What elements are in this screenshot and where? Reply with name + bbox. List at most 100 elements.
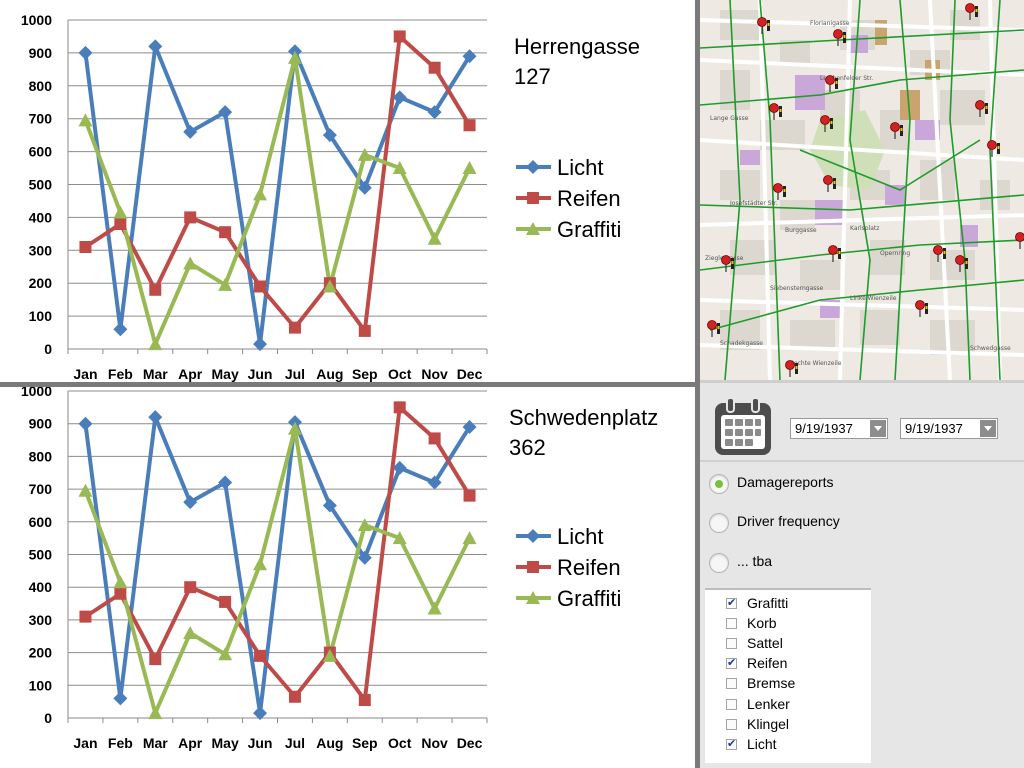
data-point-licht xyxy=(322,128,337,143)
data-point-reifen xyxy=(219,226,232,239)
map-pin-icon[interactable] xyxy=(1015,232,1024,250)
date-to-picker[interactable]: 9/19/1937 xyxy=(900,418,998,439)
calendar-icon[interactable] xyxy=(712,395,774,457)
data-point-licht xyxy=(113,691,128,706)
data-point-licht xyxy=(78,45,93,60)
check-item-licht[interactable]: Licht xyxy=(705,734,871,754)
data-point-licht xyxy=(183,495,198,510)
map-cycle-route xyxy=(799,139,981,191)
map-pin-icon[interactable] xyxy=(833,29,847,47)
data-point-graffiti xyxy=(427,601,442,615)
map-pin-icon[interactable] xyxy=(933,245,947,263)
checkbox[interactable] xyxy=(726,618,737,629)
radio-button[interactable] xyxy=(709,474,729,494)
chevron-down-icon[interactable] xyxy=(870,420,886,437)
y-tick-label: 700 xyxy=(29,111,53,127)
date-from-picker[interactable]: 9/19/1937 xyxy=(790,418,888,439)
map-pin-icon[interactable] xyxy=(707,320,721,338)
legend-label: Reifen xyxy=(557,186,621,211)
y-tick-label: 0 xyxy=(44,710,52,726)
map-cycle-route xyxy=(709,279,1024,331)
map-building-block xyxy=(780,40,810,65)
radio-damagereports[interactable]: Damagereports xyxy=(700,466,1024,504)
check-item-grafitti[interactable]: Grafitti xyxy=(705,593,871,613)
data-point-reifen xyxy=(393,30,406,43)
chart-panel-schwedenplatz: 0 100 200 300 400 500 600 700 800 900 1000 Jan Feb Ma… xyxy=(0,387,695,768)
map-pin-icon[interactable] xyxy=(757,17,771,35)
map-pin-icon[interactable] xyxy=(955,255,969,273)
legend-entry-graffiti[interactable]: Graffiti xyxy=(516,217,621,242)
radio-button[interactable] xyxy=(709,553,729,573)
checkbox[interactable] xyxy=(726,678,737,689)
data-point-licht xyxy=(322,498,337,513)
city-map[interactable]: Lange Gasse Florianigasse Josefstädter Str… xyxy=(700,0,1024,380)
map-building-block xyxy=(790,320,835,350)
line-chart-herrengasse: 0 100 200 300 400 500 600 700 800 900 1000 Jan Feb Ma… xyxy=(21,12,640,382)
checkbox[interactable] xyxy=(726,699,737,710)
legend-entry-graffiti[interactable]: Graffiti xyxy=(516,586,621,611)
map-pin-icon[interactable] xyxy=(965,3,979,21)
checkbox[interactable] xyxy=(726,638,737,649)
horizontal-divider[interactable] xyxy=(0,382,695,387)
check-item-klingel[interactable]: Klingel xyxy=(705,714,871,734)
series-line-graffiti xyxy=(83,55,472,347)
map-pin-icon[interactable] xyxy=(769,103,783,121)
x-tick-label: Sep xyxy=(352,735,378,751)
map-pin-icon[interactable] xyxy=(987,140,1001,158)
legend-label: Reifen xyxy=(557,555,621,580)
x-tick-label: Apr xyxy=(178,735,203,751)
checkbox[interactable] xyxy=(726,737,737,750)
check-item-lenker[interactable]: Lenker xyxy=(705,694,871,714)
radio-tba[interactable]: ... tba xyxy=(700,545,1024,583)
map-pin-icon[interactable] xyxy=(915,300,929,318)
checkbox[interactable] xyxy=(726,719,737,730)
legend-entry-reifen[interactable]: Reifen xyxy=(516,555,621,580)
map-street xyxy=(700,58,1024,77)
map-pin-icon[interactable] xyxy=(825,75,839,93)
map-street-label: Schwedgasse xyxy=(970,345,1011,352)
legend-entry-licht[interactable]: Licht xyxy=(516,524,603,549)
data-point-reifen xyxy=(184,211,197,224)
legend-entry-reifen[interactable]: Reifen xyxy=(516,186,621,211)
map-pin-icon[interactable] xyxy=(773,183,787,201)
legend-entry-licht[interactable]: Licht xyxy=(516,155,603,180)
checkbox[interactable] xyxy=(726,656,737,669)
legend-label: Licht xyxy=(557,524,603,549)
check-item-bremse[interactable]: Bremse xyxy=(705,673,871,693)
map-street-label: Burggasse xyxy=(785,227,817,234)
map-pin-icon[interactable] xyxy=(785,360,799,378)
map-building-block xyxy=(780,200,815,230)
map-pin-icon[interactable] xyxy=(890,122,904,140)
map-canvas[interactable]: Lange Gasse Florianigasse Josefstädter Str… xyxy=(700,0,1024,380)
radio-driver-frequency[interactable]: Driver frequency xyxy=(700,505,1024,543)
map-pin-icon[interactable] xyxy=(820,115,834,133)
chevron-down-icon[interactable] xyxy=(980,420,996,437)
x-tick-label: Jun xyxy=(248,735,273,751)
map-street-label: Florianigasse xyxy=(810,20,850,27)
check-item-reifen[interactable]: Reifen xyxy=(705,653,871,673)
data-point-licht xyxy=(462,419,477,434)
x-tick-label: Jul xyxy=(285,735,305,751)
map-pin-icon[interactable] xyxy=(721,255,735,273)
map-zone xyxy=(795,75,825,110)
map-building-block xyxy=(720,310,760,350)
data-point-graffiti xyxy=(218,647,233,661)
vertical-divider[interactable] xyxy=(695,0,700,768)
map-pin-icon[interactable] xyxy=(828,245,842,263)
check-item-sattel[interactable]: Sattel xyxy=(705,633,871,653)
legend-marker xyxy=(527,192,539,204)
y-tick-label: 300 xyxy=(29,242,53,258)
data-point-graffiti xyxy=(357,147,372,161)
map-pin-icon[interactable] xyxy=(823,175,837,193)
radio-button[interactable] xyxy=(709,513,729,533)
data-point-licht xyxy=(218,105,233,120)
data-point-licht xyxy=(253,706,268,721)
data-point-licht xyxy=(218,475,233,490)
checkbox[interactable] xyxy=(726,596,737,609)
map-pin-icon[interactable] xyxy=(975,100,989,118)
check-item-korb[interactable]: Korb xyxy=(705,613,871,633)
legend-label: Graffiti xyxy=(557,217,621,242)
data-point-reifen xyxy=(288,321,301,334)
y-tick-label: 500 xyxy=(29,547,53,563)
